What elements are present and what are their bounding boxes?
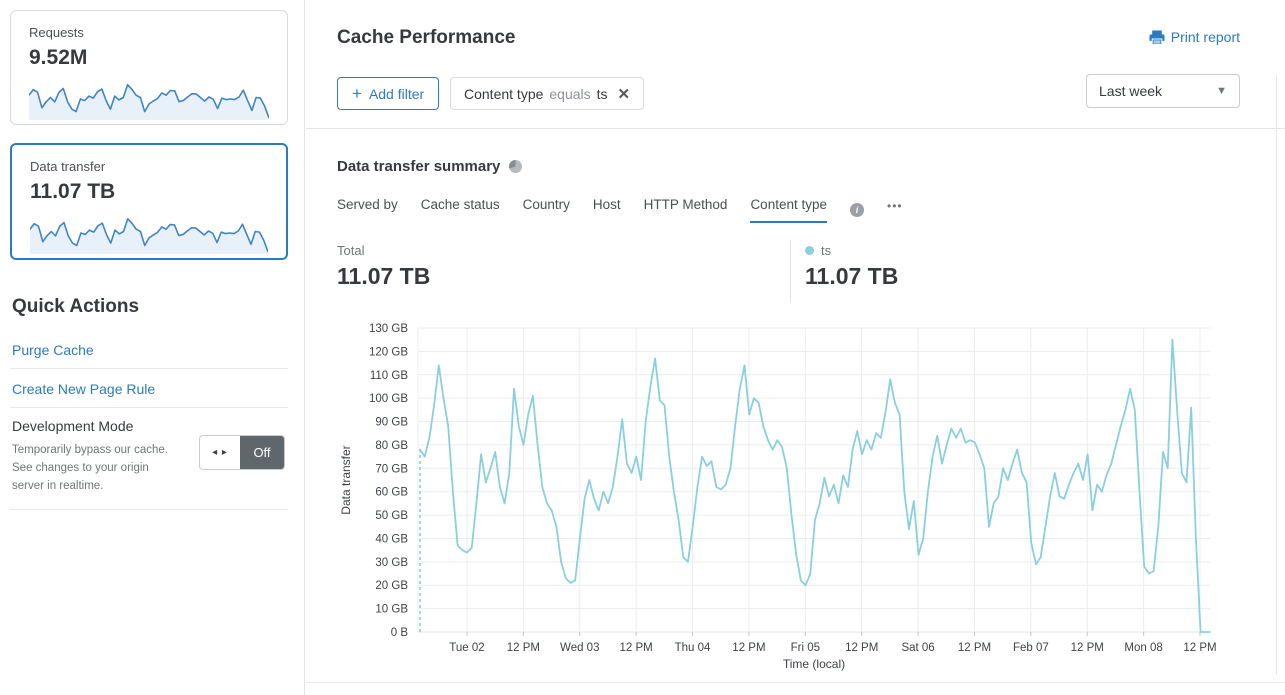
printer-icon (1149, 30, 1165, 45)
pie-chart-icon (509, 159, 523, 173)
total-stat: Total 11.07 TB (337, 243, 430, 290)
svg-text:12 PM: 12 PM (845, 642, 878, 654)
toggle-off-state[interactable]: Off (240, 436, 284, 469)
time-range-select[interactable]: Last week ▼ (1086, 74, 1240, 108)
summary-title: Data transfer summary (337, 158, 501, 175)
filter-field: Content type (464, 85, 544, 102)
sidebar: Requests 9.52M Data transfer 11.07 TB Qu… (0, 0, 305, 695)
quick-actions-title: Quick Actions (12, 296, 140, 317)
more-tabs-button[interactable]: ••• (887, 198, 903, 213)
ts-series-value: 11.07 TB (805, 263, 899, 289)
total-label: Total (337, 243, 365, 258)
data-transfer-sparkline-chart (30, 218, 268, 254)
filter-value: ts (596, 85, 608, 102)
resize-arrows-icon: ◂ ▸ (212, 447, 228, 458)
requests-sparkline-chart (29, 83, 269, 120)
tab-country[interactable]: Country (522, 197, 570, 212)
filter-chip-content-type[interactable]: Content type equals ts ✕ (450, 77, 645, 110)
svg-text:50 GB: 50 GB (375, 510, 408, 522)
svg-text:10 GB: 10 GB (375, 604, 408, 616)
print-report-link[interactable]: Print report (1149, 29, 1240, 45)
data-transfer-line-chart: 0 B 10 GB 20 GB 30 GB 40 GB 50 GB 60 GB 70 GB 80… (339, 323, 1217, 671)
stat-divider (790, 240, 791, 302)
divider (10, 509, 288, 510)
requests-card-value: 9.52M (29, 46, 88, 69)
development-mode-label: Development Mode (12, 418, 134, 434)
svg-text:Data transfer: Data transfer (339, 445, 353, 514)
info-icon[interactable]: i (850, 203, 864, 217)
chevron-down-icon: ▼ (1216, 85, 1227, 97)
plus-icon: + (352, 84, 362, 103)
scrollbar-track[interactable] (1276, 75, 1277, 675)
svg-text:60 GB: 60 GB (375, 487, 408, 499)
toggle-handle[interactable]: ◂ ▸ (200, 436, 240, 469)
svg-text:0 B: 0 B (391, 627, 409, 639)
svg-text:12 PM: 12 PM (958, 642, 991, 654)
filter-operator: equals (549, 85, 591, 102)
svg-text:30 GB: 30 GB (375, 557, 408, 569)
ts-series-stat: ts 11.07 TB (805, 243, 898, 290)
time-range-value: Last week (1099, 83, 1163, 99)
tab-content-type-label: Content type (750, 197, 827, 212)
bottom-divider (306, 682, 1285, 683)
tab-cache-status[interactable]: Cache status (420, 197, 500, 212)
svg-text:Mon 08: Mon 08 (1124, 642, 1162, 654)
svg-text:12 PM: 12 PM (732, 642, 765, 654)
svg-text:Wed 03: Wed 03 (560, 642, 599, 654)
svg-text:80 GB: 80 GB (375, 440, 408, 452)
data-transfer-metric-card[interactable]: Data transfer 11.07 TB (10, 143, 288, 260)
svg-text:12 PM: 12 PM (1071, 642, 1104, 654)
add-filter-label: Add filter (368, 85, 425, 102)
add-filter-button[interactable]: + Add filter (337, 77, 440, 110)
svg-text:Thu 04: Thu 04 (675, 642, 711, 654)
svg-text:70 GB: 70 GB (375, 463, 408, 475)
svg-text:Tue 02: Tue 02 (449, 642, 484, 654)
svg-text:40 GB: 40 GB (375, 533, 408, 545)
svg-text:120 GB: 120 GB (369, 346, 408, 358)
ts-legend-label: ts (821, 243, 832, 258)
ts-legend-dot (805, 246, 814, 255)
divider (10, 368, 288, 369)
tab-http-method[interactable]: HTTP Method (643, 197, 728, 212)
svg-text:Sat 06: Sat 06 (901, 642, 934, 654)
svg-text:20 GB: 20 GB (375, 580, 408, 592)
svg-text:90 GB: 90 GB (375, 417, 408, 429)
requests-metric-card[interactable]: Requests 9.52M (10, 10, 288, 125)
header-divider (306, 128, 1285, 129)
print-report-label: Print report (1170, 29, 1240, 45)
remove-filter-icon[interactable]: ✕ (617, 85, 631, 103)
tab-served-by[interactable]: Served by (337, 197, 398, 212)
data-transfer-card-value: 11.07 TB (30, 180, 116, 203)
tab-host[interactable]: Host (592, 197, 621, 212)
purge-cache-link[interactable]: Purge Cache (12, 342, 94, 358)
svg-text:12 PM: 12 PM (507, 642, 540, 654)
development-mode-toggle[interactable]: ◂ ▸ Off (199, 435, 285, 470)
development-mode-description: Temporarily bypass our cache. See change… (12, 444, 168, 492)
summary-tabs: Served by Cache status Country Host HTTP… (337, 197, 903, 223)
svg-text:100 GB: 100 GB (369, 393, 408, 405)
requests-card-label: Requests (29, 25, 84, 40)
create-page-rule-link[interactable]: Create New Page Rule (12, 381, 156, 397)
svg-text:Time (local): Time (local) (783, 657, 845, 671)
page-title: Cache Performance (337, 27, 516, 48)
total-value: 11.07 TB (337, 263, 431, 289)
svg-text:12 PM: 12 PM (1183, 642, 1216, 654)
svg-text:130 GB: 130 GB (369, 323, 408, 335)
divider (10, 407, 288, 408)
svg-text:Fri 05: Fri 05 (791, 642, 820, 654)
svg-text:110 GB: 110 GB (370, 370, 408, 382)
tab-content-type[interactable]: Content type (750, 197, 827, 223)
svg-text:12 PM: 12 PM (620, 642, 653, 654)
data-transfer-card-label: Data transfer (30, 159, 106, 174)
svg-text:Feb 07: Feb 07 (1013, 642, 1049, 654)
